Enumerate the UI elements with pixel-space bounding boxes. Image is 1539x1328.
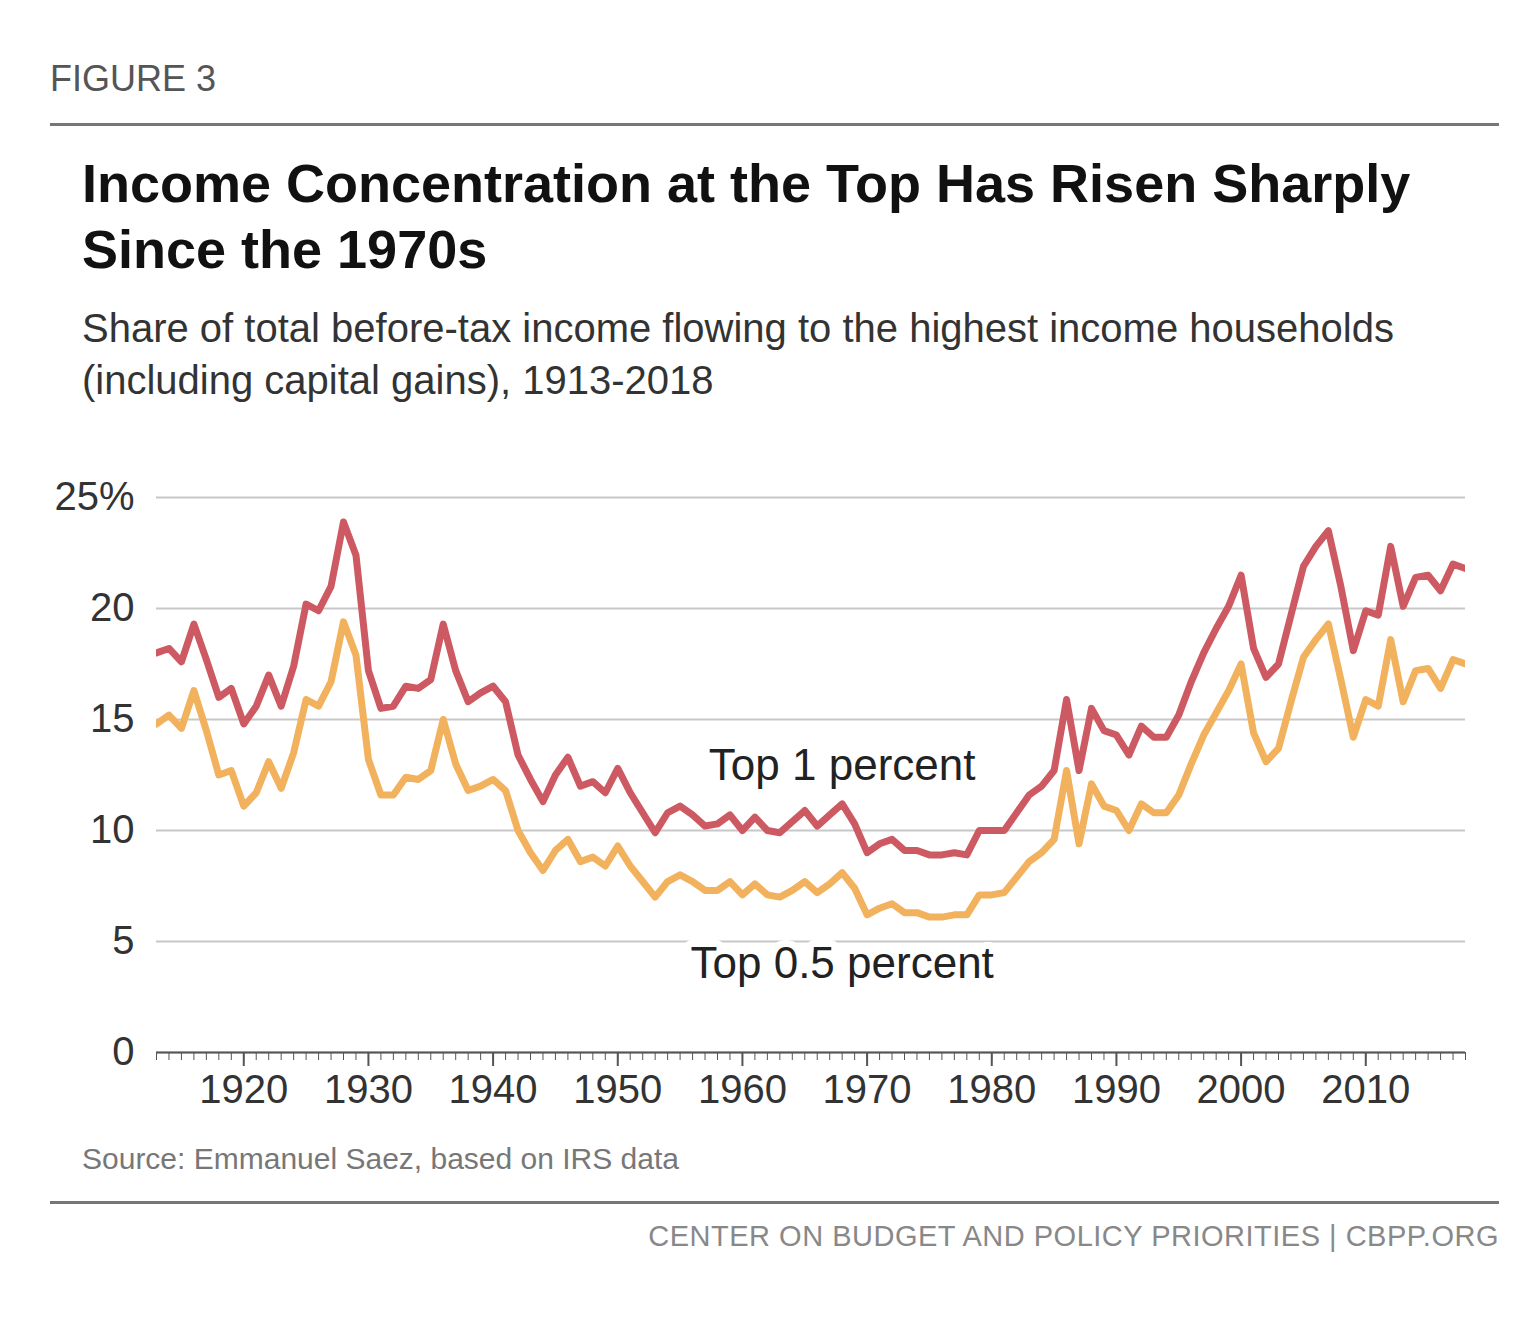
html-text:CENTER ON BUDGET AND POLICY PR: CENTER ON BUDGET AND POLICY PRIORITIES |… [648,1220,1499,1252]
svg-text:1960: 1960 [698,1067,787,1111]
svg-text:1940: 1940 [449,1067,538,1111]
svg-text:1980: 1980 [947,1067,1036,1111]
html-text:Share of total before-tax inco: Share of total before-tax income flowing… [82,306,1394,402]
html-text:Source: Emmanuel Saez, based o: Source: Emmanuel Saez, based on IRS data [82,1142,679,1175]
svg-text:1920: 1920 [199,1067,288,1111]
html-text:Income Concentration at the To: Income Concentration at the Top Has Rise… [82,153,1411,279]
svg-text:20: 20 [90,585,135,629]
svg-text:1990: 1990 [1072,1067,1161,1111]
svg-text:10: 10 [90,807,135,851]
html-text:FIGURE 3: FIGURE 3 [50,58,216,99]
svg-text:25%: 25% [54,474,134,518]
svg-text:15: 15 [90,696,135,740]
svg-text:1970: 1970 [823,1067,912,1111]
svg-text:2010: 2010 [1321,1067,1410,1111]
svg-text:2000: 2000 [1197,1067,1286,1111]
svg-text:5: 5 [112,918,134,962]
svg-text:Top 0.5 percent: Top 0.5 percent [691,938,994,987]
svg-text:1930: 1930 [324,1067,413,1111]
svg-text:1950: 1950 [573,1067,662,1111]
svg-text:Top 1 percent: Top 1 percent [709,740,976,789]
svg-text:0: 0 [112,1029,134,1073]
